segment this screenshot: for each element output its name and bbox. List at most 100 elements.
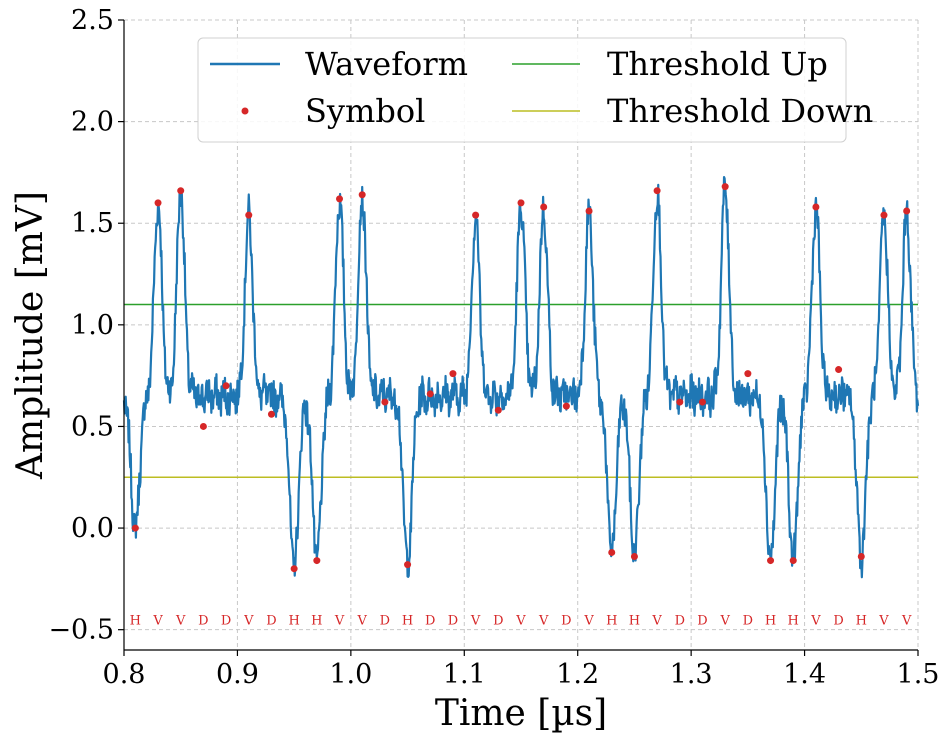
x-axis-title: Time [µs] (435, 693, 607, 734)
symbol-point-27 (744, 370, 752, 378)
symbol-point-19 (562, 402, 570, 410)
symbol-label-29: H (788, 614, 799, 629)
symbol-point-14 (449, 370, 457, 378)
symbol-label-32: H (856, 614, 867, 629)
symbol-point-8 (313, 557, 321, 565)
symbol-label-2: V (175, 614, 186, 629)
x-tick-label-6: 1.4 (783, 659, 826, 690)
symbol-point-28 (767, 557, 775, 565)
symbol-point-9 (336, 195, 344, 203)
symbol-label-9: V (334, 614, 345, 629)
symbol-label-1: V (152, 614, 163, 629)
symbol-point-11 (381, 398, 389, 406)
symbol-label-8: H (311, 614, 322, 629)
symbol-point-13 (426, 390, 434, 398)
symbol-label-20: V (583, 614, 594, 629)
symbol-point-12 (404, 561, 412, 569)
symbol-point-22 (630, 553, 638, 561)
symbol-point-31 (835, 366, 843, 374)
y-tick-label-0: −0.5 (48, 615, 114, 646)
symbol-label-16: D (493, 614, 503, 629)
x-tick-label-2: 1.0 (329, 659, 372, 690)
symbol-label-12: H (402, 614, 413, 629)
symbol-label-27: D (743, 614, 753, 629)
legend-symbol-label: Symbol (305, 92, 425, 130)
symbol-label-10: V (357, 614, 368, 629)
y-tick-label-5: 2.0 (71, 107, 114, 138)
symbol-point-25 (698, 398, 706, 406)
symbol-label-26: V (719, 614, 730, 629)
symbol-point-5 (245, 211, 253, 219)
symbol-point-15 (472, 211, 480, 219)
legend-box (197, 37, 847, 143)
y-axis-title: Amplitude [mV] (10, 191, 51, 480)
symbol-points (131, 183, 911, 573)
x-tick-label-5: 1.3 (670, 659, 713, 690)
x-tick-label-1: 0.9 (216, 659, 259, 690)
legend-symbol-swatch (241, 107, 249, 115)
symbol-label-0: H (130, 614, 141, 629)
symbol-label-23: V (651, 614, 662, 629)
symbol-label-19: D (561, 614, 571, 629)
symbol-point-29 (789, 557, 797, 565)
symbol-point-6 (267, 410, 275, 418)
symbol-label-34: V (901, 614, 912, 629)
y-tick-label-2: 0.5 (71, 411, 114, 442)
symbol-point-17 (517, 199, 525, 207)
symbol-point-0 (131, 524, 139, 532)
symbol-point-20 (585, 207, 593, 215)
symbol-label-18: V (538, 614, 549, 629)
x-tick-label-0: 0.8 (103, 659, 146, 690)
symbol-label-13: D (425, 614, 435, 629)
x-tick-label-3: 1.1 (443, 659, 486, 690)
symbol-label-25: D (697, 614, 707, 629)
symbol-label-6: D (266, 614, 276, 629)
symbol-point-24 (676, 398, 684, 406)
symbol-label-31: D (833, 614, 843, 629)
symbol-label-28: H (765, 614, 776, 629)
symbol-point-4 (222, 382, 230, 390)
y-tick-label-3: 1.0 (71, 310, 114, 341)
legend-threshold-up-label: Threshold Up (607, 45, 828, 83)
symbol-point-1 (154, 199, 162, 207)
symbol-label-5: V (243, 614, 254, 629)
y-tick-label-6: 2.5 (71, 5, 114, 36)
symbol-point-26 (721, 183, 729, 191)
symbol-point-32 (857, 553, 865, 561)
symbol-label-21: H (606, 614, 617, 629)
symbol-point-7 (290, 565, 298, 573)
symbol-label-15: V (470, 614, 481, 629)
symbol-point-30 (812, 203, 820, 211)
symbol-point-34 (903, 207, 911, 215)
y-tick-label-4: 1.5 (71, 208, 114, 239)
symbol-label-3: D (198, 614, 208, 629)
x-tick-label-7: 1.5 (897, 659, 940, 690)
symbol-label-33: V (878, 614, 889, 629)
threshold-lines (124, 303, 918, 479)
symbol-label-30: V (810, 614, 821, 629)
symbol-point-18 (540, 203, 548, 211)
symbol-point-10 (358, 191, 366, 199)
symbol-label-24: D (675, 614, 685, 629)
symbol-label-17: V (515, 614, 526, 629)
waveform-series (122, 175, 920, 579)
x-tick-label-4: 1.2 (556, 659, 599, 690)
symbol-label-11: D (380, 614, 390, 629)
symbol-point-23 (653, 187, 661, 195)
symbol-point-2 (177, 187, 185, 195)
symbol-point-3 (199, 422, 207, 430)
symbol-point-21 (608, 548, 616, 556)
symbol-label-4: D (221, 614, 231, 629)
legend-waveform-label: Waveform (305, 45, 468, 83)
y-tick-label-1: 0.0 (71, 513, 114, 544)
symbol-label-14: D (448, 614, 458, 629)
legend-threshold-down-label: Threshold Down (607, 92, 873, 130)
symbol-label-7: H (288, 614, 299, 629)
symbol-point-16 (494, 406, 502, 414)
symbol-label-22: H (629, 614, 640, 629)
waveform-line (122, 175, 920, 579)
symbol-point-33 (880, 211, 888, 219)
legend: Waveform Symbol Threshold Up Threshold D… (197, 37, 873, 143)
